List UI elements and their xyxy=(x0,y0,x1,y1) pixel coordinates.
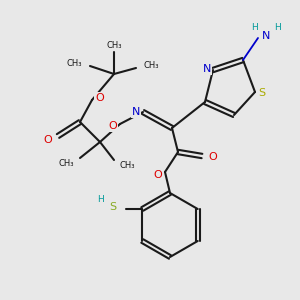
Text: S: S xyxy=(258,88,265,98)
Text: H: H xyxy=(98,194,104,203)
Text: N: N xyxy=(262,31,270,41)
Text: O: O xyxy=(153,170,162,180)
Text: CH₃: CH₃ xyxy=(120,161,136,170)
Text: S: S xyxy=(109,202,116,212)
Text: H: H xyxy=(274,23,281,32)
Text: N: N xyxy=(132,107,140,117)
Text: CH₃: CH₃ xyxy=(106,41,122,50)
Text: O: O xyxy=(95,93,104,103)
Text: O: O xyxy=(208,152,217,162)
Text: H: H xyxy=(250,23,257,32)
Text: CH₃: CH₃ xyxy=(144,61,160,70)
Text: O: O xyxy=(108,121,117,131)
Text: O: O xyxy=(43,135,52,145)
Text: N: N xyxy=(202,64,211,74)
Text: CH₃: CH₃ xyxy=(58,160,74,169)
Text: CH₃: CH₃ xyxy=(67,59,82,68)
